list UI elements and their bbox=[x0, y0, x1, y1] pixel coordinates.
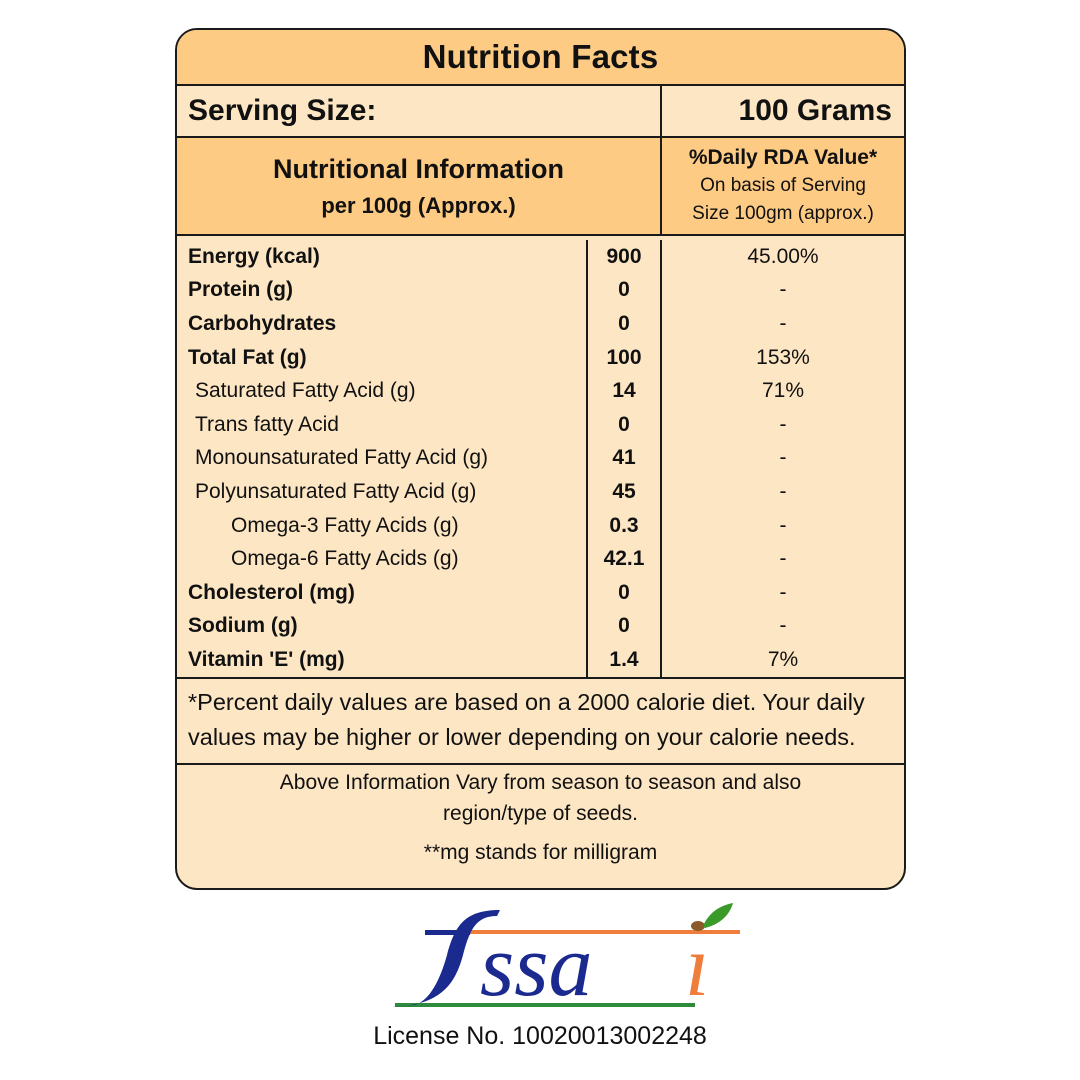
nutrient-value: 42.1 bbox=[588, 542, 662, 576]
nutrient-rda: - bbox=[779, 278, 787, 302]
nutrient-value: 0 bbox=[588, 609, 662, 644]
mg-note: **mg stands for milligram bbox=[423, 840, 658, 864]
nutrient-value: 0 bbox=[588, 575, 662, 610]
nutrient-value: 900 bbox=[588, 240, 662, 274]
rda-header: %Daily RDA Value* On basis of Serving Si… bbox=[662, 138, 904, 234]
svg-text:ssa: ssa bbox=[480, 918, 593, 1015]
nutrition-title: Nutrition Facts bbox=[177, 30, 904, 86]
nutrient-name: Saturated Fatty Acid (g) bbox=[177, 374, 588, 408]
rda-header-line3: Size 100gm (approx.) bbox=[692, 203, 874, 224]
nutrient-value: 0 bbox=[588, 273, 662, 308]
nutrient-value: 14 bbox=[588, 374, 662, 408]
nutrient-name: Energy (kcal) bbox=[177, 240, 588, 274]
rda-header-title: %Daily RDA Value* bbox=[688, 146, 878, 169]
nutrient-value: 0 bbox=[588, 407, 662, 442]
variation-note-line1: Above Information Vary from season to se… bbox=[279, 770, 802, 794]
table-row: Carbohydrates 0 - bbox=[177, 307, 904, 341]
nutrient-name: Trans fatty Acid bbox=[177, 407, 588, 442]
nutrient-name: Carbohydrates bbox=[177, 307, 588, 341]
license-number: License No. 10020013002248 bbox=[373, 1022, 707, 1050]
nutrient-rda: - bbox=[779, 412, 787, 436]
nutrient-rda: - bbox=[779, 513, 787, 537]
info-header-left: Nutritional Information per 100g (Approx… bbox=[177, 138, 662, 234]
table-row: Total Fat (g) 100 153% bbox=[177, 340, 904, 375]
nutrient-rda: - bbox=[779, 547, 787, 571]
nutrient-name: Total Fat (g) bbox=[177, 340, 588, 375]
nutrient-name: Monounsaturated Fatty Acid (g) bbox=[177, 441, 588, 476]
nutrient-rda: 71% bbox=[761, 379, 805, 403]
nutrient-table: Energy (kcal) 900 45.00% Protein (g) 0- Car… bbox=[177, 236, 904, 679]
table-row: Cholesterol (mg) 0 - bbox=[177, 575, 904, 610]
nutrient-name: Protein (g) bbox=[177, 273, 588, 308]
nutrient-rda: - bbox=[779, 479, 787, 503]
serving-size-row: Serving Size: 100 Grams bbox=[177, 86, 904, 138]
nutrient-rda: - bbox=[779, 580, 787, 604]
nutrient-name: Cholesterol (mg) bbox=[177, 575, 588, 610]
info-header-subtitle: per 100g (Approx.) bbox=[321, 192, 516, 218]
svg-text:ı: ı bbox=[685, 918, 709, 1015]
nutrient-name: Polyunsaturated Fatty Acid (g) bbox=[177, 475, 588, 509]
nutrient-rda: 45.00% bbox=[747, 244, 819, 268]
nutrient-name: Omega-6 Fatty Acids (g) bbox=[177, 542, 588, 576]
table-row: Energy (kcal) 900 45.00% bbox=[177, 236, 904, 274]
table-row: Polyunsaturated Fatty Acid (g) 45 - bbox=[177, 475, 904, 509]
nutrient-value: 0.3 bbox=[588, 508, 662, 543]
table-row: Trans fatty Acid 0 - bbox=[177, 407, 904, 442]
table-row: Omega-3 Fatty Acids (g) 0.3 - bbox=[177, 508, 904, 543]
nutrient-value: 41 bbox=[588, 441, 662, 476]
nutrient-rda: - bbox=[779, 446, 787, 470]
fssai-logo-icon: ssa ı bbox=[393, 903, 740, 1015]
table-row: Vitamin 'E' (mg) 1.4 7% bbox=[177, 643, 904, 677]
nutrient-rda: - bbox=[779, 311, 787, 335]
notes-section: Above Information Vary from season to se… bbox=[177, 765, 904, 868]
nutrient-value: 45 bbox=[588, 475, 662, 509]
nutrient-rda: 153% bbox=[756, 345, 810, 369]
variation-note-line2: region/type of seeds. bbox=[443, 801, 638, 825]
nutrient-rda: 7% bbox=[767, 647, 799, 671]
nutrition-facts-panel: Nutrition Facts Serving Size: 100 Grams … bbox=[175, 28, 906, 890]
serving-size-label: Serving Size: bbox=[177, 86, 662, 136]
table-row: Sodium (g) 0 - bbox=[177, 609, 904, 644]
daily-value-footnote: *Percent daily values are based on a 200… bbox=[177, 679, 904, 765]
table-row: Monounsaturated Fatty Acid (g) 41 - bbox=[177, 441, 904, 476]
nutrient-rda: - bbox=[779, 614, 787, 638]
table-row: Protein (g) 0 - bbox=[177, 273, 904, 308]
table-row: Saturated Fatty Acid (g) 14 71% bbox=[177, 374, 904, 408]
rda-header-line2: On basis of Serving bbox=[700, 175, 866, 196]
table-row: Omega-6 Fatty Acids (g) 42.1 - bbox=[177, 542, 904, 576]
nutrient-value: 100 bbox=[588, 340, 662, 375]
nutrient-value: 1.4 bbox=[588, 643, 662, 677]
nutrient-name: Vitamin 'E' (mg) bbox=[177, 643, 588, 677]
nutrient-name: Omega-3 Fatty Acids (g) bbox=[177, 508, 588, 543]
info-header: Nutritional Information per 100g (Approx… bbox=[177, 138, 904, 236]
nutrient-value: 0 bbox=[588, 307, 662, 341]
serving-size-value: 100 Grams bbox=[738, 94, 892, 127]
nutrient-name: Sodium (g) bbox=[177, 609, 588, 644]
info-header-title: Nutritional Information bbox=[273, 153, 564, 184]
